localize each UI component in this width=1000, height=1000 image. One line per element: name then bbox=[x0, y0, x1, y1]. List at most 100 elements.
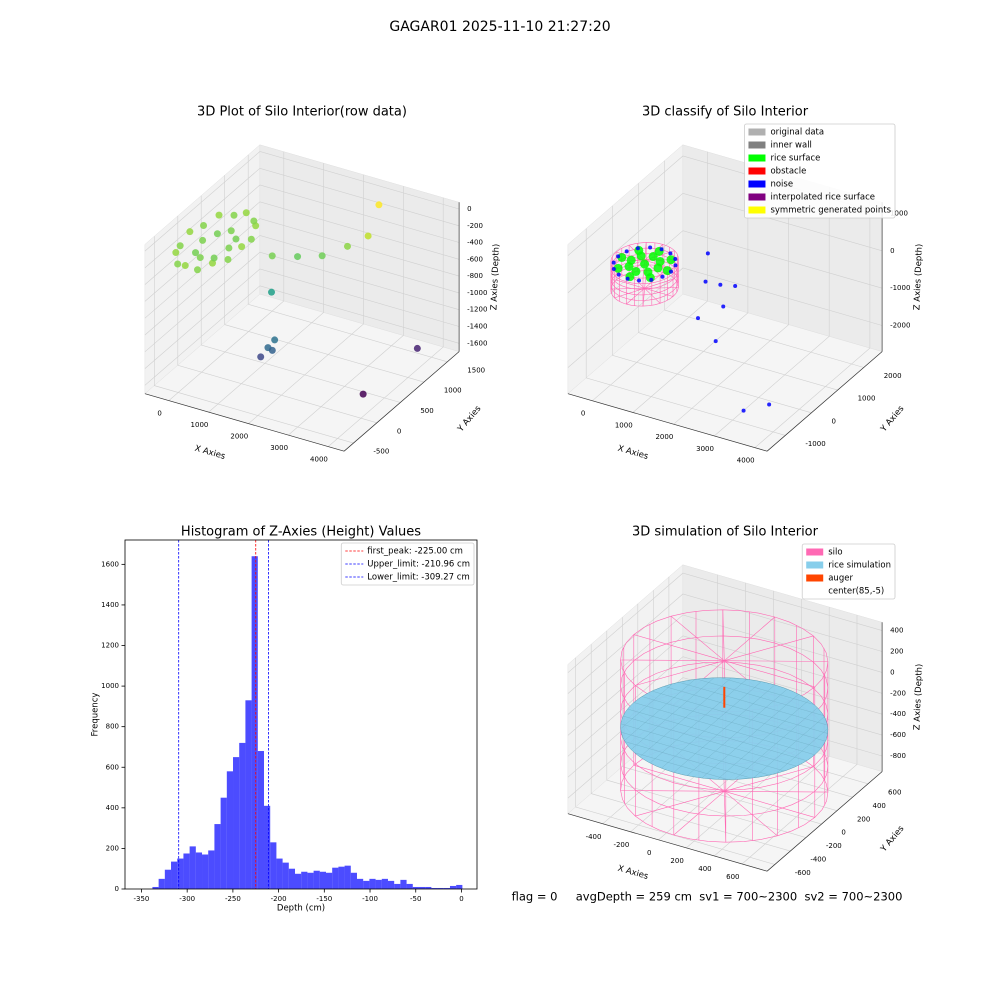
figure-title: GAGAR01 2025-11-10 21:27:20 bbox=[389, 19, 610, 35]
rice-mesh bbox=[651, 690, 826, 742]
grid-line bbox=[585, 228, 786, 436]
cylinder-spoke bbox=[724, 660, 815, 688]
grid-line bbox=[248, 174, 364, 424]
bar bbox=[307, 872, 314, 889]
y-tick-label: 1600 bbox=[101, 560, 119, 568]
z-tick-label: -200 bbox=[467, 222, 483, 230]
z-tick-label: -600 bbox=[467, 255, 483, 263]
bar bbox=[183, 853, 190, 889]
y-tick-label: -200 bbox=[826, 842, 842, 850]
grid-line bbox=[144, 218, 460, 319]
legend-box bbox=[744, 123, 896, 219]
cylinder-spoke bbox=[724, 791, 727, 843]
grid-line bbox=[567, 267, 883, 368]
x-tick-label: 4000 bbox=[737, 457, 755, 465]
rice-mesh bbox=[720, 677, 815, 705]
z-tick-label: -1200 bbox=[467, 306, 487, 314]
bar bbox=[282, 862, 289, 889]
legend-swatch bbox=[806, 548, 824, 556]
z-tick-label: -1000 bbox=[467, 289, 487, 297]
cylinder-spoke bbox=[610, 288, 645, 290]
rice-mesh bbox=[701, 694, 799, 779]
data-point bbox=[659, 247, 664, 252]
axis-line bbox=[144, 393, 345, 452]
data-point bbox=[718, 282, 723, 287]
cylinder-spoke bbox=[724, 791, 815, 818]
y-tick-label: 0 bbox=[397, 427, 401, 435]
grid-line bbox=[144, 251, 460, 353]
bar bbox=[313, 870, 320, 889]
chart-title: 3D simulation of Silo Interior bbox=[632, 525, 819, 540]
legend-label: Lower_limit: -309.27 cm bbox=[367, 573, 469, 583]
y-tick-label: 200 bbox=[106, 844, 119, 852]
cylinder-spoke bbox=[644, 287, 679, 289]
bar bbox=[443, 887, 450, 889]
data-point bbox=[181, 262, 189, 270]
data-point bbox=[213, 230, 221, 238]
bar bbox=[387, 880, 395, 889]
y-axis-label: Y Axies bbox=[455, 404, 483, 435]
rice-mesh bbox=[734, 707, 818, 780]
x-axis-label: Depth (cm) bbox=[277, 904, 325, 914]
data-point bbox=[224, 256, 232, 264]
data-point bbox=[673, 263, 678, 268]
bar bbox=[233, 757, 240, 889]
bar bbox=[295, 873, 302, 889]
y-tick-label: 0 bbox=[831, 417, 835, 425]
bar bbox=[257, 751, 265, 889]
z-tick-label: -1400 bbox=[467, 322, 487, 330]
x-tick-label: 600 bbox=[726, 873, 739, 881]
data-point bbox=[666, 255, 676, 265]
y-tick-label: 400 bbox=[872, 802, 885, 810]
x-tick-label: -250 bbox=[225, 895, 241, 903]
data-point bbox=[635, 246, 640, 251]
bar bbox=[177, 858, 184, 889]
axis-line bbox=[567, 813, 768, 872]
rice-mesh bbox=[696, 678, 824, 716]
chart-title: 3D classify of Silo Interior bbox=[642, 105, 809, 120]
rice-mesh bbox=[633, 702, 815, 755]
legend-label: rice simulation bbox=[828, 561, 891, 571]
legend-swatch bbox=[748, 180, 766, 188]
legend-label: original data bbox=[770, 128, 824, 138]
x-tick-label: 1000 bbox=[191, 421, 209, 429]
data-point bbox=[713, 339, 718, 344]
data-point bbox=[242, 209, 250, 217]
data-point bbox=[196, 254, 204, 262]
bar bbox=[171, 861, 178, 889]
y-tick-label: 600 bbox=[106, 763, 119, 771]
grid-line bbox=[208, 163, 324, 413]
cylinder-spoke bbox=[644, 288, 661, 304]
x-tick-label: -100 bbox=[362, 895, 378, 903]
legend-swatch bbox=[748, 167, 766, 175]
cylinder-spoke bbox=[626, 288, 645, 305]
data-point bbox=[616, 272, 621, 277]
grid-line bbox=[224, 175, 424, 383]
grid-line bbox=[144, 235, 460, 336]
bar bbox=[164, 869, 172, 889]
x-axis-label: X Axies bbox=[616, 444, 649, 462]
grid-line bbox=[144, 184, 460, 285]
rice-mesh bbox=[678, 682, 828, 726]
grid-line bbox=[664, 160, 864, 368]
grid-line bbox=[154, 236, 354, 444]
data-point bbox=[210, 254, 218, 262]
legend-label: auger bbox=[828, 574, 853, 584]
y-tick-label: -1000 bbox=[805, 440, 825, 448]
z-tick-label: -2000 bbox=[890, 322, 910, 330]
data-point bbox=[186, 228, 194, 236]
bar bbox=[332, 867, 339, 889]
y-tick-label: 0 bbox=[841, 829, 845, 837]
z-tick-label: -800 bbox=[467, 272, 483, 280]
z-tick-label: 200 bbox=[890, 648, 903, 656]
y-tick-label: 1200 bbox=[101, 642, 119, 650]
grid-line bbox=[611, 205, 812, 414]
data-point bbox=[268, 252, 276, 260]
data-point bbox=[172, 249, 180, 257]
grid-line bbox=[714, 187, 830, 437]
legend-label: first_peak: -225.00 cm bbox=[367, 547, 463, 557]
legend-swatch bbox=[748, 141, 766, 149]
legend-swatch bbox=[748, 154, 766, 162]
y-tick-label: 800 bbox=[106, 723, 119, 731]
data-point bbox=[247, 235, 255, 243]
